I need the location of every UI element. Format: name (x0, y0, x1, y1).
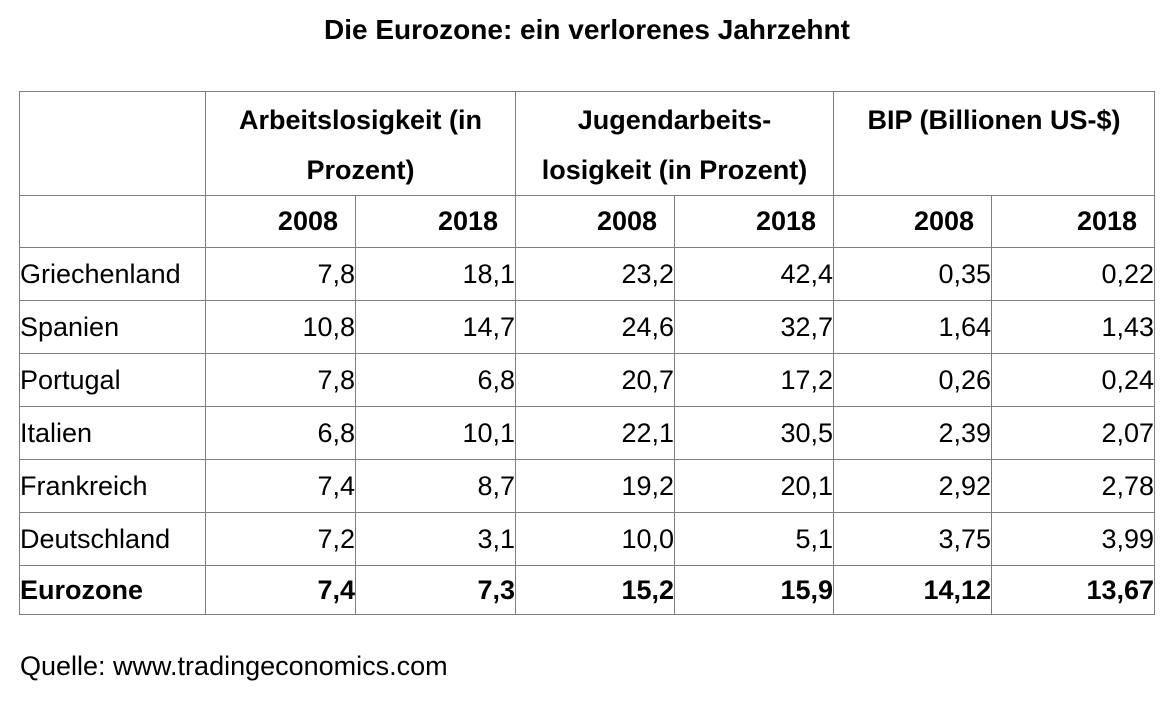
col-group-label-line: BIP (Billionen US-$) (867, 105, 1121, 135)
column-group-header-row: Arbeitslosigkeit (in Prozent) Jugendarbe… (19, 91, 1156, 196)
year-header-row: 2008 2018 2008 2018 2008 2018 (19, 195, 1156, 248)
corner-cell (19, 195, 206, 248)
row-label: Italien (19, 406, 206, 460)
value-cell: 0,35 (833, 247, 993, 301)
value-cell: 30,5 (674, 406, 835, 460)
table-row-portugal: Portugal 7,8 6,8 20,7 17,2 0,26 0,24 (19, 353, 1156, 407)
value-cell: 8,7 (354, 459, 517, 513)
col-group-label-line: Jugendarbeits- (577, 105, 772, 135)
value-cell: 6,8 (354, 353, 517, 407)
year-header: 2008 (515, 195, 676, 248)
table-row-italien: Italien 6,8 10,1 22,1 30,5 2,39 2,07 (19, 406, 1156, 460)
value-cell: 5,1 (674, 512, 835, 566)
value-cell: 10,8 (205, 300, 356, 354)
value-cell: 10,1 (354, 406, 517, 460)
col-group-label-line: losigkeit (in Prozent) (541, 155, 808, 185)
table-row-eurozone-total: Eurozone 7,4 7,3 15,2 15,9 14,12 13,67 (19, 565, 1156, 615)
value-cell: 24,6 (515, 300, 676, 354)
row-label: Portugal (19, 353, 206, 407)
value-cell: 7,4 (205, 459, 356, 513)
col-group-arbeitslosigkeit: Arbeitslosigkeit (in Prozent) (204, 91, 517, 196)
value-cell: 2,07 (991, 406, 1156, 460)
value-cell: 14,12 (833, 565, 993, 615)
row-label: Deutschland (19, 512, 206, 566)
value-cell: 20,1 (674, 459, 835, 513)
value-cell: 42,4 (674, 247, 835, 301)
col-group-label-line: Arbeitslosigkeit (in (238, 105, 483, 135)
col-group-label-line: Prozent) (306, 155, 415, 185)
col-group-jugendarbeitslosigkeit: Jugendarbeits- losigkeit (in Prozent) (515, 91, 835, 196)
value-cell: 3,75 (833, 512, 993, 566)
row-label: Eurozone (19, 565, 206, 615)
value-cell: 7,8 (205, 353, 356, 407)
value-cell: 0,22 (991, 247, 1156, 301)
value-cell: 0,26 (833, 353, 993, 407)
corner-cell (19, 91, 206, 196)
value-cell: 3,1 (354, 512, 517, 566)
value-cell: 7,8 (205, 247, 356, 301)
value-cell: 0,24 (991, 353, 1156, 407)
year-header: 2008 (833, 195, 993, 248)
value-cell: 2,39 (833, 406, 993, 460)
value-cell: 13,67 (991, 565, 1156, 615)
value-cell: 10,0 (515, 512, 676, 566)
value-cell: 20,7 (515, 353, 676, 407)
value-cell: 23,2 (515, 247, 676, 301)
value-cell: 18,1 (354, 247, 517, 301)
row-label: Spanien (19, 300, 206, 354)
value-cell: 2,78 (991, 459, 1156, 513)
value-cell: 15,9 (674, 565, 835, 615)
value-cell: 32,7 (674, 300, 835, 354)
value-cell: 7,3 (354, 565, 517, 615)
eurozone-data-table: Arbeitslosigkeit (in Prozent) Jugendarbe… (19, 91, 1156, 615)
value-cell: 19,2 (515, 459, 676, 513)
value-cell: 14,7 (354, 300, 517, 354)
col-group-bip: BIP (Billionen US-$) (833, 91, 1156, 196)
year-header: 2018 (354, 195, 517, 248)
value-cell: 7,2 (205, 512, 356, 566)
table-row-deutschland: Deutschland 7,2 3,1 10,0 5,1 3,75 3,99 (19, 512, 1156, 566)
table-row-spanien: Spanien 10,8 14,7 24,6 32,7 1,64 1,43 (19, 300, 1156, 354)
year-header: 2008 (205, 195, 356, 248)
value-cell: 1,43 (991, 300, 1156, 354)
value-cell: 6,8 (205, 406, 356, 460)
value-cell: 3,99 (991, 512, 1156, 566)
year-header: 2018 (674, 195, 835, 248)
year-header: 2018 (991, 195, 1156, 248)
page-title: Die Eurozone: ein verlorenes Jahrzehnt (324, 14, 850, 45)
source-caption: Quelle: www.tradingeconomics.com (20, 651, 448, 681)
table-row-frankreich: Frankreich 7,4 8,7 19,2 20,1 2,92 2,78 (19, 459, 1156, 513)
row-label: Frankreich (19, 459, 206, 513)
value-cell: 7,4 (205, 565, 356, 615)
value-cell: 22,1 (515, 406, 676, 460)
value-cell: 2,92 (833, 459, 993, 513)
row-label: Griechenland (19, 247, 206, 301)
value-cell: 1,64 (833, 300, 993, 354)
table-row-griechenland: Griechenland 7,8 18,1 23,2 42,4 0,35 0,2… (19, 247, 1156, 301)
value-cell: 15,2 (515, 565, 676, 615)
value-cell: 17,2 (674, 353, 835, 407)
